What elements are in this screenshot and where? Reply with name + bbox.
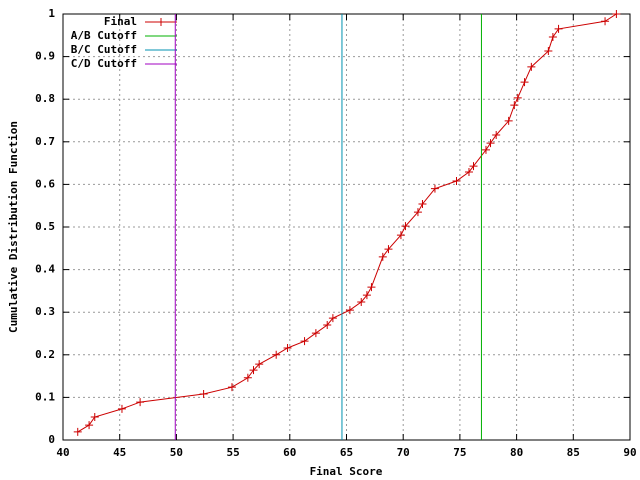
y-tick-label: 0.1 [35, 390, 55, 403]
point-marker [283, 343, 292, 352]
point-marker [469, 162, 478, 171]
point-marker [544, 47, 553, 56]
x-axis-label: Final Score [310, 465, 383, 478]
y-tick-label: 0.7 [35, 135, 55, 148]
point-marker [504, 116, 513, 125]
point-marker [418, 199, 427, 208]
y-axis-label: Cumulative Distribution Function [7, 121, 20, 333]
point-marker [464, 168, 473, 177]
point-marker [243, 373, 252, 382]
point-marker [492, 130, 501, 139]
point-marker [362, 291, 371, 300]
point-marker [452, 176, 461, 185]
y-tick-label: 0 [48, 433, 55, 446]
x-tick-label: 80 [510, 446, 523, 459]
legend-label: C/D Cutoff [71, 57, 137, 70]
point-marker [199, 389, 208, 398]
plot-border [62, 13, 631, 441]
point-marker [384, 245, 393, 254]
point-marker [510, 101, 519, 110]
point-marker [413, 208, 422, 217]
point-marker [249, 366, 258, 375]
point-marker [73, 427, 82, 436]
point-marker [300, 337, 309, 346]
x-tick-label: 45 [113, 446, 126, 459]
x-tick-label: 90 [623, 446, 636, 459]
y-tick-label: 0.8 [35, 92, 55, 105]
legend-label: A/B Cutoff [71, 29, 137, 42]
point-marker [227, 383, 236, 392]
point-marker [311, 329, 320, 338]
point-marker [323, 320, 332, 329]
point-marker [554, 24, 563, 33]
series-line [77, 13, 617, 433]
legend-label: B/C Cutoff [71, 43, 137, 56]
point-marker [520, 78, 529, 87]
x-tick-label: 65 [340, 446, 353, 459]
x-tick-label: 60 [283, 446, 296, 459]
point-marker [601, 17, 610, 26]
point-marker [136, 398, 145, 407]
y-tick-label: 0.5 [35, 220, 55, 233]
x-tick-label: 85 [567, 446, 580, 459]
point-marker [328, 314, 337, 323]
y-tick-label: 0.3 [35, 305, 55, 318]
point-marker [272, 350, 281, 359]
point-marker [486, 139, 495, 148]
point-marker [378, 252, 387, 261]
point-marker [612, 10, 621, 18]
y-tick-label: 0.2 [35, 348, 55, 361]
point-marker [357, 297, 366, 306]
point-marker [367, 283, 376, 292]
point-marker [548, 33, 557, 42]
y-tick-label: 0.6 [35, 177, 55, 190]
point-marker [255, 360, 264, 369]
y-tick-label: 0.4 [35, 263, 55, 276]
x-tick-label: 40 [56, 446, 69, 459]
point-marker [401, 222, 410, 231]
y-tick-label: 0.9 [35, 50, 55, 63]
x-tick-label: 50 [170, 446, 183, 459]
point-marker [527, 62, 536, 71]
point-marker [345, 306, 354, 315]
point-marker [481, 145, 490, 154]
y-tick-label: 1 [48, 7, 55, 20]
point-marker [430, 184, 439, 193]
x-tick-label: 55 [226, 446, 239, 459]
point-marker [85, 421, 94, 430]
point-marker [90, 412, 99, 421]
point-marker [396, 231, 405, 240]
point-marker [117, 404, 126, 413]
point-marker [513, 93, 522, 102]
x-tick-label: 70 [397, 446, 410, 459]
legend-label: Final [104, 15, 137, 28]
x-tick-label: 75 [453, 446, 466, 459]
legend-marker [157, 18, 165, 26]
